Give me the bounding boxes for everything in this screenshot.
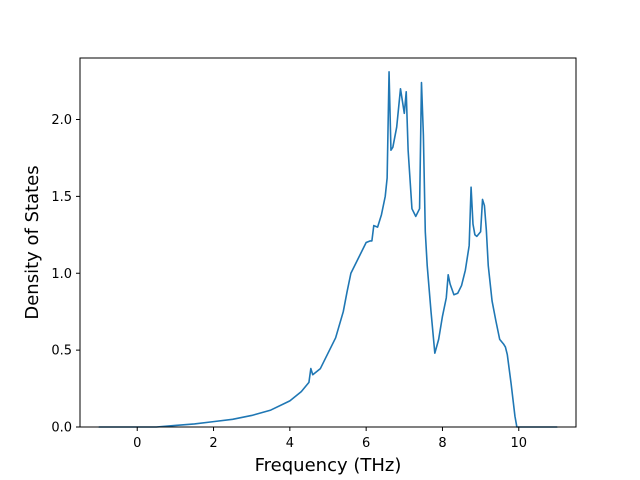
x-axis-label: Frequency (THz)	[255, 455, 402, 476]
y-tick-label: 1.5	[51, 190, 72, 205]
y-tick-label: 2.0	[51, 113, 72, 128]
y-axis-ticks: 0.0 0.5 1.0 1.5 2.0	[51, 113, 80, 436]
x-axis-ticks: 0 2 4 6 8 10	[133, 427, 527, 451]
plot-area	[98, 71, 558, 428]
y-tick-label: 0.0	[51, 421, 72, 436]
dos-series-line	[98, 71, 558, 428]
x-tick-label: 0	[133, 436, 141, 451]
y-tick-label: 1.0	[51, 267, 72, 282]
x-tick-label: 6	[362, 436, 370, 451]
y-tick-label: 0.5	[51, 344, 72, 359]
x-tick-label: 10	[510, 436, 527, 451]
x-tick-label: 2	[209, 436, 217, 451]
axes-frame	[79, 57, 577, 428]
x-tick-label: 8	[438, 436, 446, 451]
x-tick-label: 4	[286, 436, 294, 451]
y-axis-label: Density of States	[22, 165, 43, 319]
